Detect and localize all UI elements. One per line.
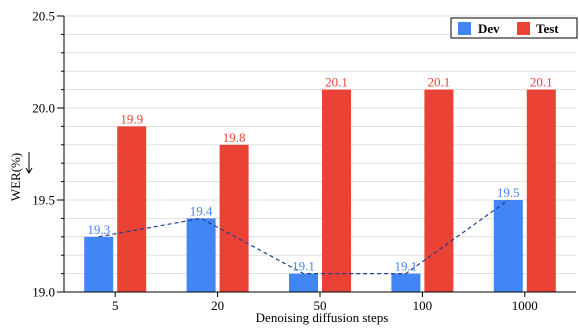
data-label-test-50: 20.1 — [325, 75, 348, 90]
x-tick-labels: 5 20 50 100 1000 — [112, 298, 538, 313]
bar-test-50 — [322, 89, 351, 292]
axes — [57, 15, 576, 297]
data-label-test-20: 19.8 — [223, 130, 246, 145]
data-labels: 19.3 19.9 19.4 19.8 19.1 20.1 19.1 20.1 19.5 20.1 — [87, 75, 552, 274]
data-label-dev-50: 19.1 — [292, 259, 315, 274]
data-label-dev-100: 19.1 — [395, 259, 418, 274]
legend-box — [450, 17, 578, 39]
legend-swatch-test — [517, 22, 530, 35]
x-tick-label-50: 50 — [314, 298, 327, 313]
data-label-test-5: 19.9 — [120, 111, 143, 126]
data-label-test-100: 20.1 — [428, 75, 451, 90]
legend-label-test: Test — [536, 21, 559, 36]
data-label-dev-5: 19.3 — [87, 222, 110, 237]
bar-test-5 — [117, 126, 147, 293]
dev-trend-line — [98, 199, 509, 275]
bar-test-1000 — [526, 89, 556, 292]
data-label-dev-1000: 19.5 — [497, 185, 520, 200]
dev-trend-polyline — [98, 199, 509, 275]
bars — [84, 89, 556, 293]
y-tick-label: 19.5 — [32, 193, 55, 208]
bar-test-20 — [219, 144, 249, 292]
bar-dev-1000 — [493, 200, 523, 292]
x-tick-label-100: 100 — [413, 298, 433, 313]
bar-test-100 — [424, 89, 454, 292]
y-axis-title: WER(%) — [8, 153, 23, 201]
bar-dev-20 — [186, 218, 216, 292]
y-tick-label: 20.5 — [32, 9, 55, 24]
y-tick-label: 19.0 — [32, 285, 55, 300]
y-axis-down-arrow-icon — [25, 152, 33, 174]
data-label-test-1000: 20.1 — [530, 75, 553, 90]
x-tick-label-5: 5 — [112, 298, 119, 313]
legend: Dev Test — [450, 17, 578, 39]
bar-dev-50 — [289, 273, 318, 292]
y-tick-labels: 19.0 19.5 20.0 20.5 — [32, 9, 55, 300]
bar-dev-5 — [84, 236, 114, 292]
x-axis-title: Denoising diffusion steps — [256, 310, 389, 325]
y-tick-label: 20.0 — [32, 101, 55, 116]
y-axis-title-group: WER(%) — [8, 153, 23, 201]
bar-dev-100 — [391, 273, 421, 292]
gridlines — [64, 15, 576, 293]
x-tick-label-20: 20 — [211, 298, 224, 313]
data-label-dev-20: 19.4 — [190, 203, 213, 218]
x-tick-label-1000: 1000 — [512, 298, 538, 313]
legend-swatch-dev — [458, 22, 471, 35]
legend-label-dev: Dev — [478, 21, 500, 36]
